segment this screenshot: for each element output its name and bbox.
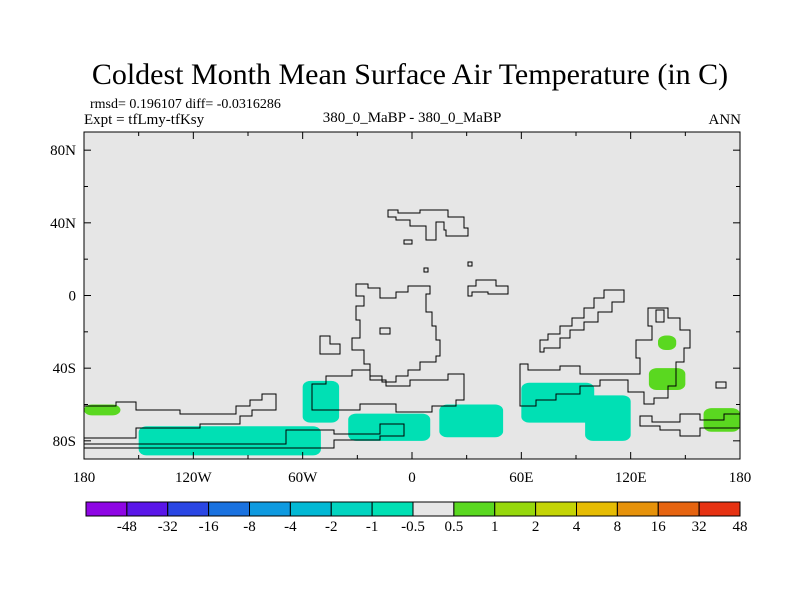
coastline-south-polar [83, 393, 277, 439]
y-tick-label: 40N [50, 216, 76, 232]
legend-level-label: 8 [614, 519, 622, 535]
legend-swatch [330, 501, 373, 517]
legend-swatch [657, 501, 700, 517]
x-tick-label: 60W [288, 470, 318, 486]
x-tick-label: 60E [509, 470, 533, 486]
coastline-south-china [319, 327, 391, 355]
anomaly-region [585, 395, 631, 441]
legend-level-label: 4 [573, 519, 581, 535]
x-tick-label: 0 [408, 470, 416, 486]
coastline-kazakhstania [467, 279, 509, 297]
axis-ticks [83, 132, 741, 459]
map-plot-area: 180 120W 60W 0 60E 120E 180 80N 40N 0 40S 80S [50, 131, 752, 486]
anomaly-region [302, 380, 340, 423]
coastline-east-arc [539, 289, 625, 353]
legend-swatch [371, 501, 414, 517]
coastline-laurussia [387, 209, 469, 241]
experiment-label: Expt = tfLmy-tfKsy [84, 112, 205, 128]
coastline-central-gondwana [311, 369, 465, 413]
y-tick-label: 80N [50, 143, 76, 159]
y-tick-label: 0 [69, 289, 77, 305]
anomaly-region [439, 404, 504, 438]
legend-swatch [208, 501, 250, 517]
anomaly-region [138, 426, 321, 456]
season-label: ANN [709, 112, 742, 128]
legend-level-label: -1 [366, 519, 379, 535]
legend-level-label: -4 [284, 519, 297, 535]
x-axis-labels: 180 120W 60W 0 60E 120E 180 [73, 470, 752, 486]
coastlines [83, 209, 741, 449]
legend-level-label: 0.5 [445, 519, 464, 535]
color-legend: -48 -32 -16 -8 -4 -2 -1 -0.5 0.5 1 2 4 8 16 32 48 [85, 501, 748, 535]
anomaly-region [348, 413, 431, 441]
chart-subtitle: 380_0_MaBP - 380_0_MaBP [323, 110, 502, 126]
legend-level-label: -2 [325, 519, 338, 535]
anomaly-region [84, 404, 121, 416]
x-tick-label: 120W [175, 470, 213, 486]
legend-swatch [616, 501, 659, 517]
legend-swatch [535, 501, 577, 517]
legend-swatch [412, 501, 455, 517]
legend-level-label: 2 [532, 519, 540, 535]
coastline-laurussia-islands [403, 239, 473, 273]
x-tick-label: 120E [615, 470, 647, 486]
coastline-south-polar-west [83, 423, 405, 449]
legend-level-label: -48 [117, 519, 137, 535]
legend-swatch [167, 501, 210, 517]
legend-level-label: 16 [651, 519, 667, 535]
y-axis-labels: 80N 40N 0 40S 80S [50, 143, 76, 450]
y-tick-label: 40S [53, 361, 76, 377]
chart-title: Coldest Month Mean Surface Air Temperatu… [92, 58, 728, 91]
legend-level-label: -16 [199, 519, 219, 535]
legend-swatch [576, 501, 618, 517]
legend-swatch [85, 501, 128, 517]
legend-swatch [249, 501, 291, 517]
legend-level-label: 32 [692, 519, 707, 535]
x-tick-label: 180 [729, 470, 752, 486]
legend-swatch [453, 501, 496, 517]
legend-level-label: -8 [243, 519, 256, 535]
anomaly-region [521, 382, 595, 423]
coastline-siberia [655, 309, 727, 389]
legend-level-label: 48 [733, 519, 748, 535]
y-tick-label: 80S [53, 434, 76, 450]
anomaly-region [658, 335, 677, 350]
coastline-gondwana [351, 283, 441, 383]
legend-swatch [494, 501, 537, 517]
legend-level-label: -32 [158, 519, 178, 535]
stats-label: rmsd= 0.196107 diff= -0.0316286 [90, 97, 281, 112]
coastline-east-gondwana [519, 307, 691, 407]
legend-swatch [289, 501, 332, 517]
legend-swatch [698, 501, 741, 517]
plot-background [84, 132, 740, 459]
legend-level-label: 1 [491, 519, 499, 535]
x-tick-label: 180 [73, 470, 96, 486]
anomaly-region [648, 368, 686, 390]
legend-level-label: -0.5 [401, 519, 425, 535]
legend-swatch [126, 501, 169, 517]
